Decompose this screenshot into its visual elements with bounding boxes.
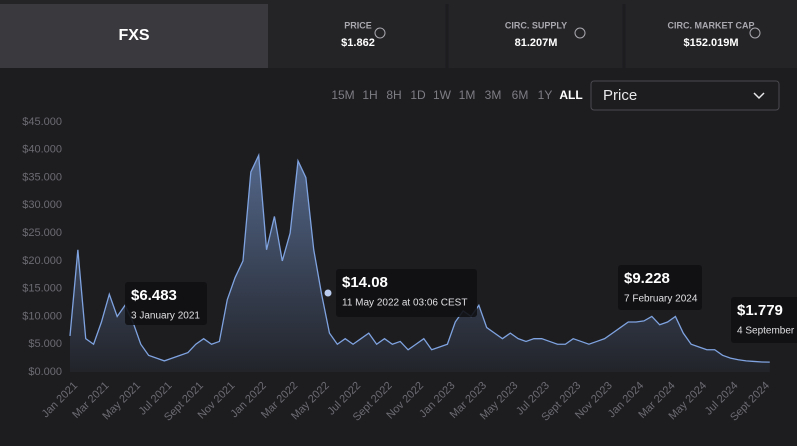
range-button[interactable]: 8H — [386, 88, 401, 102]
y-tick-label: $0.000 — [28, 366, 62, 378]
help-icon — [374, 27, 386, 39]
dropdown-label: Price — [603, 87, 637, 104]
y-tick-label: $5.000 — [28, 338, 62, 350]
tooltip-price: $9.228 — [624, 270, 670, 287]
tooltip — [336, 269, 477, 317]
stat-value: $152.019M — [683, 37, 738, 49]
symbol-cell — [0, 4, 268, 68]
tooltip — [618, 265, 702, 310]
tooltip — [125, 282, 207, 325]
stat-label: CIRC. SUPPLY — [505, 20, 567, 30]
tooltip-date: 7 February 2024 — [624, 294, 698, 305]
dropdown[interactable] — [590, 80, 780, 111]
tooltip-date: 4 September 2024 — [737, 326, 797, 337]
tooltip-price: $1.779 — [737, 302, 783, 319]
symbol: FXS — [118, 27, 149, 44]
y-tick-label: $30.000 — [22, 199, 62, 211]
hover-dot — [324, 289, 332, 297]
tooltip — [731, 297, 797, 343]
stat-value: 81.207M — [515, 37, 558, 49]
help-icon — [749, 27, 761, 39]
range-button[interactable]: ALL — [559, 88, 582, 102]
range-button[interactable]: 1D — [410, 88, 426, 102]
tooltip-price: $14.08 — [342, 274, 388, 291]
range-button[interactable]: 1W — [433, 88, 452, 102]
tooltip-date: 3 January 2021 — [131, 311, 200, 322]
tooltip-price: $6.483 — [131, 287, 177, 304]
range-button[interactable]: 1M — [459, 88, 476, 102]
range-button[interactable]: 15M — [331, 88, 354, 102]
y-tick-label: $20.000 — [22, 255, 62, 267]
range-button[interactable]: 1Y — [538, 88, 553, 102]
stat-label: CIRC. MARKET CAP — [668, 20, 755, 30]
price-line — [69, 152, 770, 363]
y-tick-label: $40.000 — [22, 144, 62, 156]
y-tick-label: $35.000 — [22, 171, 62, 183]
y-tick-label: $10.000 — [22, 310, 62, 322]
chevron — [753, 92, 765, 100]
help-icon — [574, 27, 586, 39]
range-button[interactable]: 6M — [512, 88, 529, 102]
price-area — [70, 155, 770, 372]
range-button[interactable]: 3M — [485, 88, 502, 102]
range-button[interactable]: 1H — [362, 88, 377, 102]
y-tick-label: $25.000 — [22, 227, 62, 239]
y-tick-label: $45.000 — [22, 116, 62, 128]
tooltip-date: 11 May 2022 at 03:06 CEST — [342, 298, 467, 309]
stat-label: PRICE — [344, 20, 372, 30]
stat-value: $1.862 — [341, 37, 375, 49]
y-tick-label: $15.000 — [22, 283, 62, 295]
